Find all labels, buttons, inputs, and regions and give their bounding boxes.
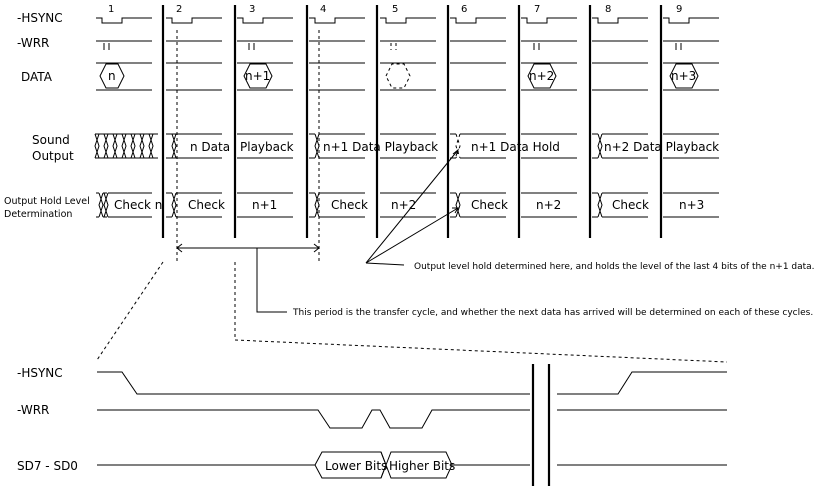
data-value: n+3 bbox=[671, 69, 696, 83]
hold-label: Check n bbox=[114, 198, 162, 212]
bus-value: Lower Bits bbox=[325, 459, 387, 473]
hold-label: n+2 bbox=[391, 198, 416, 212]
hold-label: n+3 bbox=[679, 198, 704, 212]
detail-hsync-waveform bbox=[97, 371, 727, 395]
detail-signal-label-hsync: -HSYNC bbox=[17, 366, 63, 380]
data-value: n bbox=[108, 69, 116, 83]
signal-label-hold-line1: Output Hold Level bbox=[4, 196, 90, 207]
hold-label: Check bbox=[471, 198, 508, 212]
hold-determination-waveform: Check n Check n+1 Check n+2 Check n+2 Ch… bbox=[96, 192, 719, 218]
sound-label: n Data bbox=[190, 140, 230, 154]
transfer-cycle-bracket bbox=[176, 243, 320, 313]
data-value: n+1 bbox=[245, 69, 270, 83]
signal-label-hold-line2: Determination bbox=[4, 209, 72, 220]
detail-sd-waveform: Lower Bits Higher Bits bbox=[97, 451, 727, 479]
signal-label-sound-output-line1: Sound bbox=[32, 133, 70, 147]
hold-label: Check bbox=[331, 198, 368, 212]
cycle-number: 5 bbox=[392, 4, 398, 15]
data-value: n+2 bbox=[529, 69, 554, 83]
sound-label: n+1 Data Hold bbox=[471, 140, 560, 154]
data-waveform: n n+1 n+2 n+3 bbox=[96, 62, 719, 91]
hold-label: Check bbox=[188, 198, 225, 212]
hold-annotation: Output level hold determined here, and h… bbox=[414, 262, 815, 272]
time-break-marker bbox=[531, 364, 551, 486]
cycle-number: 6 bbox=[461, 4, 467, 15]
sound-output-waveform: n Data Playback n+1 Data Playback n+1 Da… bbox=[94, 133, 719, 159]
signal-label-hsync: -HSYNC bbox=[17, 11, 63, 25]
cycle-number: 4 bbox=[320, 4, 326, 15]
detail-signal-label-sd: SD7 - SD0 bbox=[17, 459, 78, 473]
hold-label: n+1 bbox=[252, 198, 277, 212]
bus-value: Higher Bits bbox=[389, 459, 455, 473]
zoom-projection-left bbox=[96, 261, 164, 361]
detail-signal-label-wrr: -WRR bbox=[17, 403, 49, 417]
sound-label: n+1 Data Playback bbox=[323, 140, 438, 154]
hold-label: Check bbox=[612, 198, 649, 212]
cycle-number: 7 bbox=[534, 4, 540, 15]
signal-label-wrr: -WRR bbox=[17, 36, 49, 50]
signal-label-data: DATA bbox=[21, 70, 53, 84]
cycle-number: 9 bbox=[676, 4, 682, 15]
hsync-waveform bbox=[96, 17, 719, 24]
hold-label: n+2 bbox=[536, 198, 561, 212]
cycle-number: 2 bbox=[176, 4, 182, 15]
cycle-numbers: 1 2 3 4 5 6 7 8 9 bbox=[108, 4, 682, 15]
zoom-projection-right bbox=[234, 262, 728, 363]
cycle-number: 8 bbox=[605, 4, 611, 15]
detail-wrr-waveform bbox=[97, 409, 727, 429]
wrr-waveform bbox=[96, 40, 719, 50]
signal-label-sound-output-line2: Output bbox=[32, 149, 74, 163]
period-annotation: This period is the transfer cycle, and w… bbox=[292, 308, 813, 318]
sound-label: Playback bbox=[240, 140, 294, 154]
cycle-separators bbox=[161, 5, 663, 238]
hold-callout-lines bbox=[365, 148, 460, 266]
cycle-number: 3 bbox=[249, 4, 255, 15]
cycle-number: 1 bbox=[108, 4, 114, 15]
